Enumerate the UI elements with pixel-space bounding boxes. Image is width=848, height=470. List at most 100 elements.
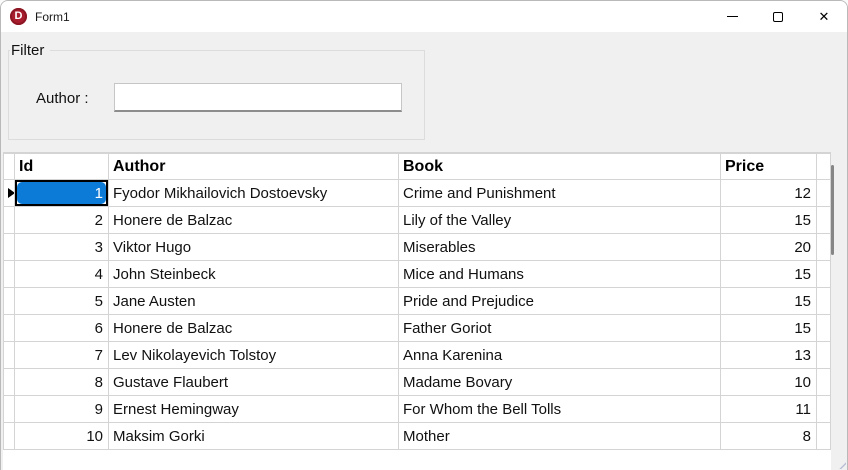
- cell-book[interactable]: Miserables: [398, 233, 721, 261]
- row-header-cell[interactable]: [3, 314, 15, 342]
- cell-price[interactable]: 11: [720, 395, 817, 423]
- row-header-cell[interactable]: [3, 206, 15, 234]
- row-header-cell[interactable]: [3, 368, 15, 396]
- table-row: 5 Jane Austen Pride and Prejudice 15: [3, 287, 831, 315]
- cell-id[interactable]: 3: [14, 233, 109, 261]
- cell-price[interactable]: 15: [720, 314, 817, 342]
- cell-price[interactable]: 20: [720, 233, 817, 261]
- header-corner-cell[interactable]: [3, 153, 15, 180]
- cell-filler: [816, 287, 831, 315]
- cell-author[interactable]: Gustave Flaubert: [108, 368, 399, 396]
- cell-price[interactable]: 15: [720, 206, 817, 234]
- column-header-price[interactable]: Price: [720, 153, 817, 180]
- cell-price[interactable]: 12: [720, 179, 817, 207]
- cell-author[interactable]: Honere de Balzac: [108, 314, 399, 342]
- table-row: 9 Ernest Hemingway For Whom the Bell Tol…: [3, 395, 831, 423]
- cell-id[interactable]: 7: [14, 341, 109, 369]
- author-label: Author :: [36, 90, 89, 107]
- cell-id[interactable]: 4: [14, 260, 109, 288]
- close-icon: ✕: [818, 9, 830, 24]
- cell-id[interactable]: 8: [14, 368, 109, 396]
- cell-filler: [816, 179, 831, 207]
- cell-filler: [816, 206, 831, 234]
- minimize-icon: [726, 16, 738, 17]
- cell-book[interactable]: Father Goriot: [398, 314, 721, 342]
- selected-cell-focus-border: 1: [15, 180, 108, 206]
- vertical-scrollbar[interactable]: [831, 152, 847, 470]
- cell-filler: [816, 341, 831, 369]
- cell-id[interactable]: 1: [14, 179, 109, 207]
- cell-book[interactable]: Lily of the Valley: [398, 206, 721, 234]
- window-controls: ✕: [709, 1, 847, 32]
- cell-book[interactable]: Pride and Prejudice: [398, 287, 721, 315]
- cell-author[interactable]: Viktor Hugo: [108, 233, 399, 261]
- cell-price[interactable]: 10: [720, 368, 817, 396]
- cell-filler: [816, 260, 831, 288]
- cell-author[interactable]: Jane Austen: [108, 287, 399, 315]
- table-row: 10 Maksim Gorki Mother 8: [3, 422, 831, 450]
- author-filter-input[interactable]: [114, 83, 402, 112]
- header-filler: [816, 153, 831, 180]
- app-icon-letter: D: [14, 10, 23, 22]
- row-header-cell[interactable]: [3, 287, 15, 315]
- scrollbar-thumb[interactable]: [831, 165, 834, 255]
- cell-filler: [816, 422, 831, 450]
- table-row: 1 Fyodor Mikhailovich Dostoevsky Crime a…: [3, 179, 831, 207]
- cell-book[interactable]: Madame Bovary: [398, 368, 721, 396]
- cell-author[interactable]: Ernest Hemingway: [108, 395, 399, 423]
- cell-filler: [816, 233, 831, 261]
- header-row: Id Author Book Price: [3, 153, 831, 180]
- delphi-app-icon: D: [10, 8, 27, 25]
- cell-id[interactable]: 6: [14, 314, 109, 342]
- column-header-book[interactable]: Book: [398, 153, 721, 180]
- cell-price[interactable]: 8: [720, 422, 817, 450]
- table-row: 2 Honere de Balzac Lily of the Valley 15: [3, 206, 831, 234]
- column-header-author[interactable]: Author: [108, 153, 399, 180]
- cell-book[interactable]: Mother: [398, 422, 721, 450]
- row-header-cell[interactable]: [3, 395, 15, 423]
- cell-author[interactable]: Lev Nikolayevich Tolstoy: [108, 341, 399, 369]
- cell-book[interactable]: For Whom the Bell Tolls: [398, 395, 721, 423]
- cell-author[interactable]: Honere de Balzac: [108, 206, 399, 234]
- table-row: 3 Viktor Hugo Miserables 20: [3, 233, 831, 261]
- filter-group-label: Filter: [10, 42, 51, 59]
- table-row: 8 Gustave Flaubert Madame Bovary 10: [3, 368, 831, 396]
- close-button[interactable]: ✕: [801, 1, 847, 32]
- current-row-arrow-icon: [8, 188, 14, 198]
- minimize-button[interactable]: [709, 1, 755, 32]
- row-header-cell[interactable]: [3, 179, 15, 207]
- selected-cell[interactable]: 1: [17, 182, 106, 204]
- table-row: 4 John Steinbeck Mice and Humans 15: [3, 260, 831, 288]
- filter-groupbox: Filter Author :: [8, 42, 425, 140]
- cell-book[interactable]: Anna Karenina: [398, 341, 721, 369]
- cell-id[interactable]: 2: [14, 206, 109, 234]
- titlebar: D Form1 ✕: [1, 1, 847, 32]
- cell-book[interactable]: Mice and Humans: [398, 260, 721, 288]
- cell-id[interactable]: 9: [14, 395, 109, 423]
- size-grip[interactable]: [837, 460, 846, 469]
- cell-price[interactable]: 15: [720, 260, 817, 288]
- maximize-icon: [773, 11, 783, 22]
- cell-book[interactable]: Crime and Punishment: [398, 179, 721, 207]
- form-client-area: Filter Author : Id Author Book Price: [1, 32, 847, 470]
- row-header-cell[interactable]: [3, 233, 15, 261]
- books-datagrid: Id Author Book Price 1 Fyodor Mikhailovi…: [3, 152, 847, 470]
- cell-author[interactable]: Fyodor Mikhailovich Dostoevsky: [108, 179, 399, 207]
- row-header-cell[interactable]: [3, 260, 15, 288]
- column-header-id[interactable]: Id: [14, 153, 109, 180]
- table-row: 7 Lev Nikolayevich Tolstoy Anna Karenina…: [3, 341, 831, 369]
- window-title: Form1: [35, 9, 70, 24]
- cell-price[interactable]: 15: [720, 287, 817, 315]
- cell-filler: [816, 395, 831, 423]
- cell-filler: [816, 368, 831, 396]
- cell-id[interactable]: 10: [14, 422, 109, 450]
- cell-author[interactable]: John Steinbeck: [108, 260, 399, 288]
- table-row: 6 Honere de Balzac Father Goriot 15: [3, 314, 831, 342]
- row-header-cell[interactable]: [3, 341, 15, 369]
- maximize-button[interactable]: [755, 1, 801, 32]
- cell-id[interactable]: 5: [14, 287, 109, 315]
- cell-author[interactable]: Maksim Gorki: [108, 422, 399, 450]
- row-header-cell[interactable]: [3, 422, 15, 450]
- cell-price[interactable]: 13: [720, 341, 817, 369]
